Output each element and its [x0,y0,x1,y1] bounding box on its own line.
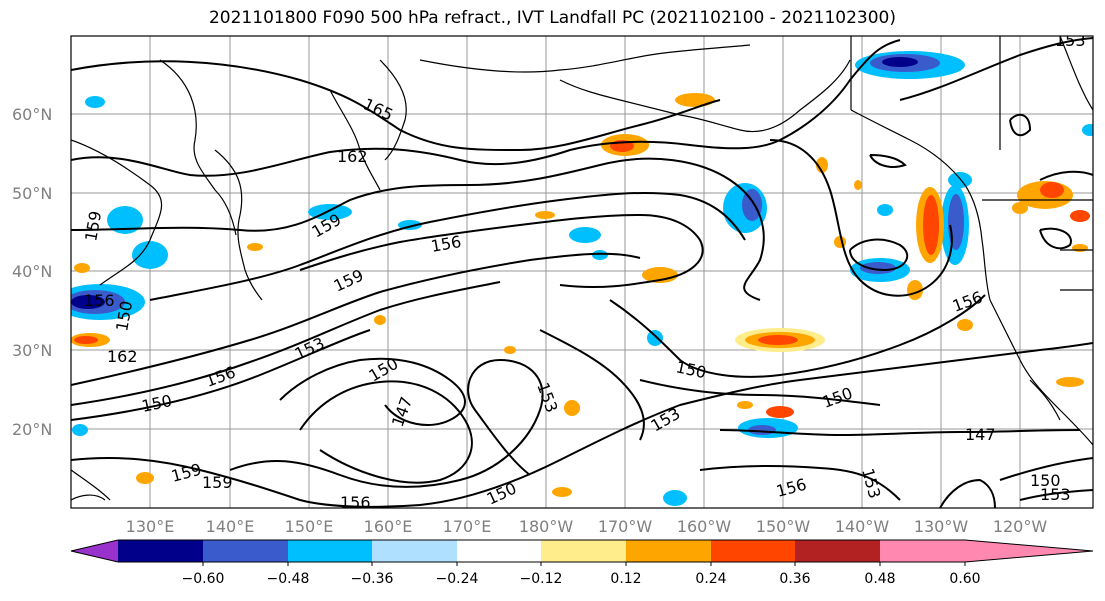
lat-label-50n: 50°N [12,184,52,203]
map-frame [70,35,1094,509]
colorbar-tick-label: −0.12 [520,571,563,587]
colorbar-tick-label: −0.60 [182,571,225,587]
lon-label: 180°W [519,517,574,536]
colorbar-segment [288,540,372,562]
colorbar-extend-min [71,540,118,562]
colorbar-segment [372,540,457,562]
lat-label-30n: 30°N [12,341,52,360]
lon-label: 160°E [364,517,413,536]
coastlines [71,36,1093,501]
lon-label: 140°W [835,517,890,536]
contour-label: 162 [107,347,138,366]
colorbar-extend-max [965,540,1093,562]
colorbar-tick-label: 0.12 [610,571,641,587]
colorbar-tick-label: 0.60 [949,571,980,587]
lon-labels: 130°E 140°E 150°E 160°E 170°E 180°W 170°… [126,517,1048,536]
contour-label: 162 [337,147,368,166]
colorbar-tick-label: −0.36 [351,571,394,587]
lon-label: 130°W [914,517,969,536]
lat-label-40n: 40°N [12,262,52,281]
contour-label: 153 [1055,31,1086,50]
colorbar-segment [795,540,880,562]
lon-label: 140°E [206,517,255,536]
colorbar-segment [880,540,965,562]
contour-label: 153 [1040,485,1071,504]
colorbar-tick-label: 0.48 [864,571,895,587]
colorbar-segment [118,540,203,562]
contour-label: 150 [1030,471,1061,490]
contour-label: 147 [965,425,996,444]
refractivity-contours [71,37,1093,508]
colorbar-segment [541,540,626,562]
contour-label: 159 [202,473,233,492]
colorbar-segment [711,540,795,562]
lon-label: 150°W [756,517,811,536]
lon-label: 120°W [993,517,1048,536]
contour-labels: 165 162 159 159 156 159 156 150 162 156 … [81,31,1086,512]
map-area [71,36,1093,508]
lat-label-20n: 20°N [12,420,52,439]
lon-label: 150°E [285,517,334,536]
colorbar-segment [626,540,711,562]
lon-label: 130°E [126,517,175,536]
colorbar: −0.60 −0.48 −0.36 −0.24 −0.12 0.12 0.24 … [70,539,1094,587]
contour-label: 156 [84,291,115,310]
lon-label: 170°W [598,517,653,536]
colorbar-tick-label: 0.24 [695,571,726,587]
colorbar-segment [457,540,541,562]
ivt-shading [71,51,1093,506]
contour-label: 156 [340,493,371,512]
colorbar-tick-label: 0.36 [779,571,810,587]
lon-label: 160°W [677,517,732,536]
lat-labels: 60°N 50°N 40°N 30°N 20°N [12,105,52,439]
map-title: 2021101800 F090 500 hPa refract., IVT La… [208,8,896,28]
lon-label: 170°E [443,517,492,536]
colorbar-segment [203,540,288,562]
lat-label-60n: 60°N [12,105,52,124]
colorbar-tick-label: −0.24 [436,571,479,587]
colorbar-tick-label: −0.48 [267,571,310,587]
